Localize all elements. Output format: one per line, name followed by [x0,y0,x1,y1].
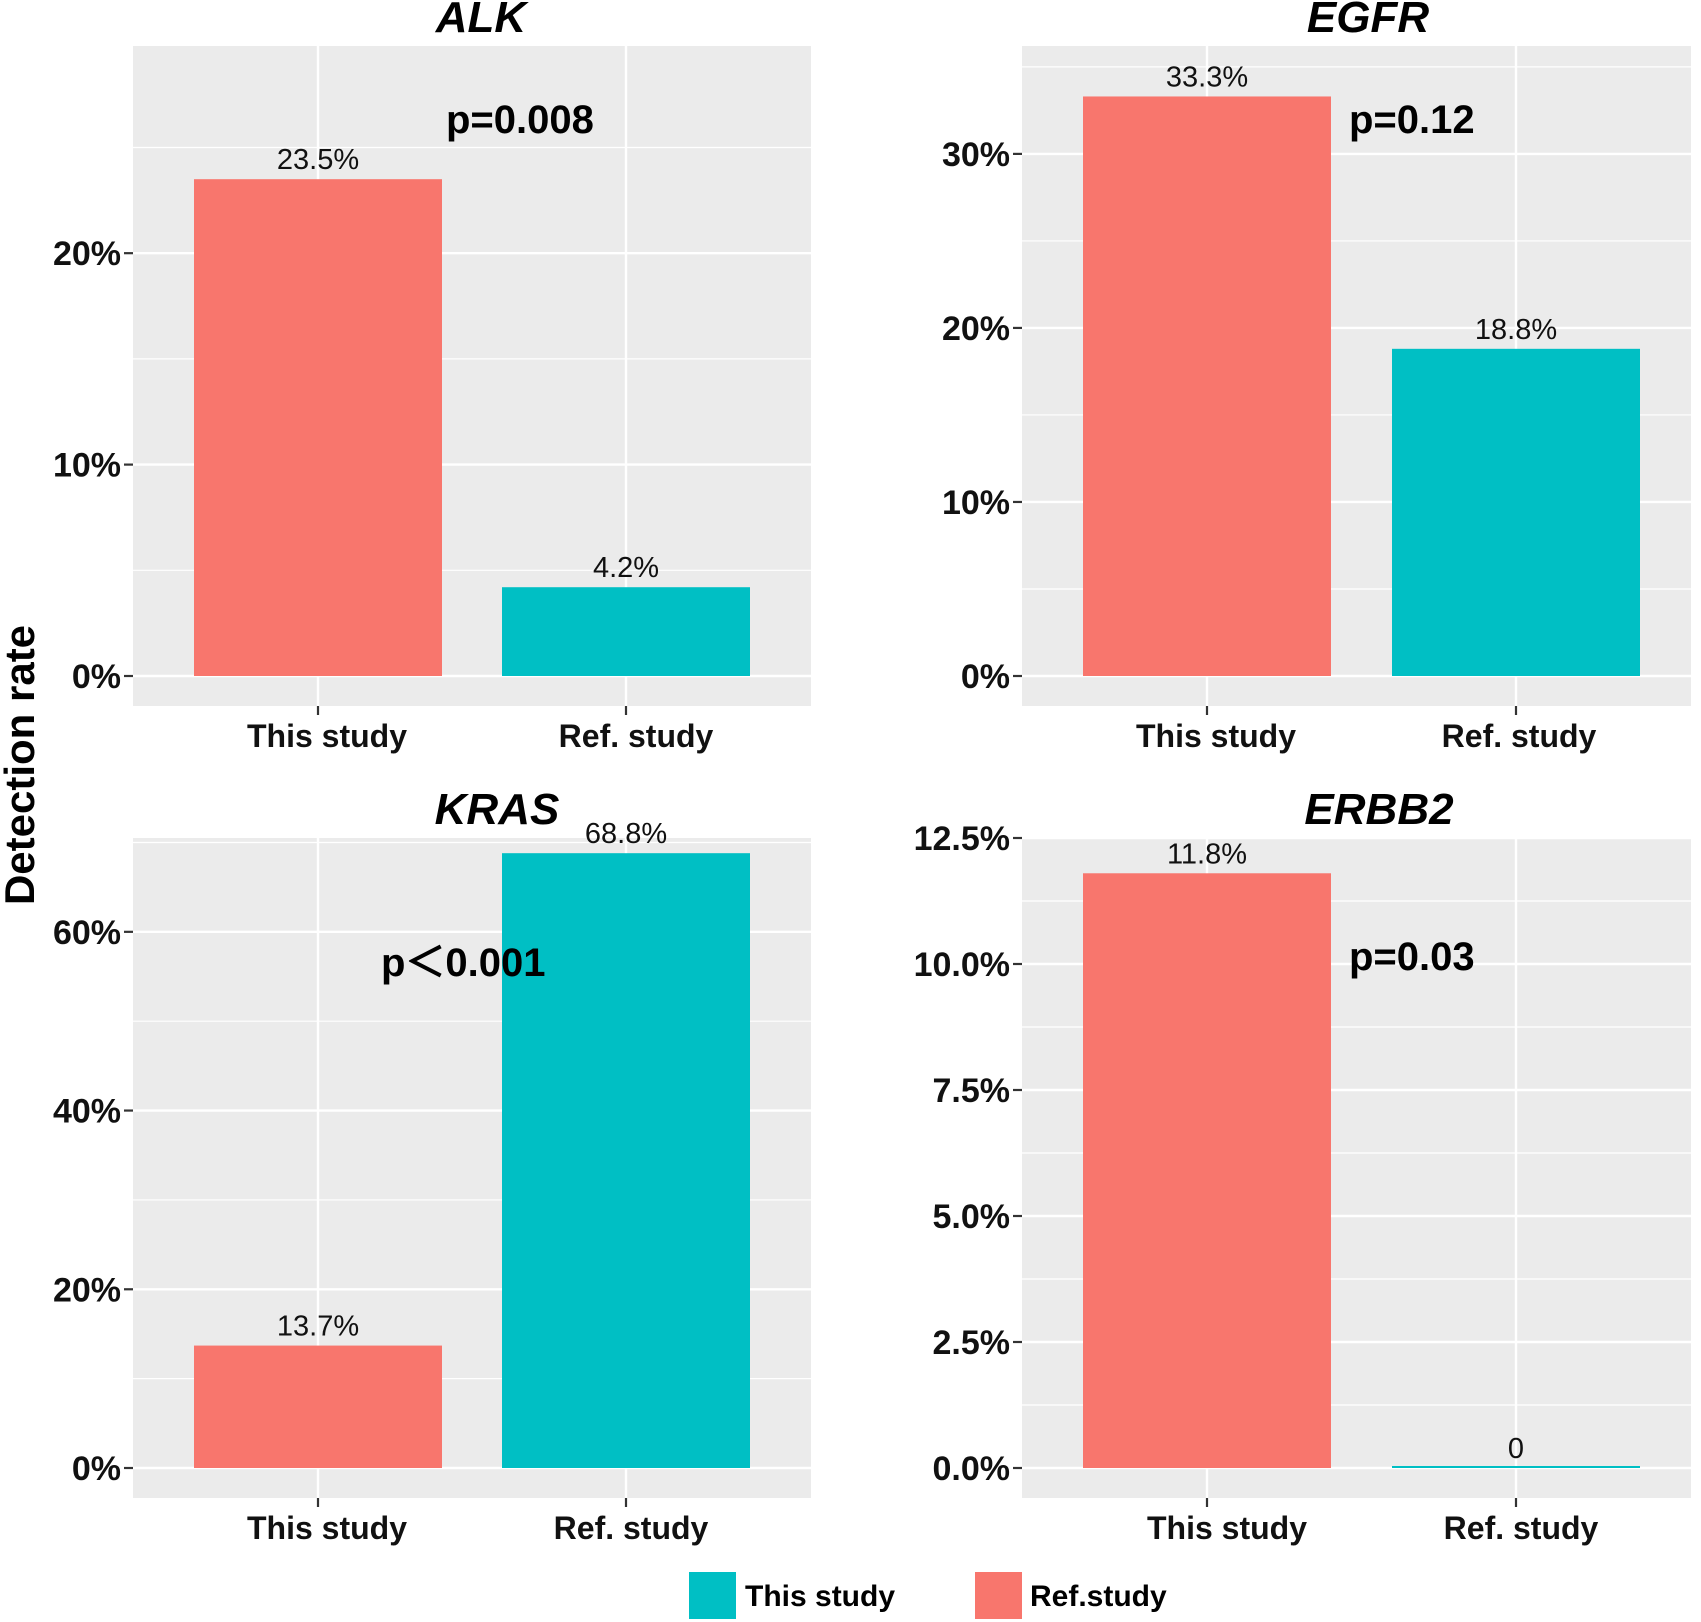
x-tick-label: Ref. study [559,718,714,754]
bar-kras-this-study [194,1345,442,1468]
value-label: 0 [1508,1433,1524,1465]
value-label: 33.3% [1166,61,1248,93]
y-tick-label: 20% [942,310,1010,348]
legend-label-ref-study: Ref.study [1030,1580,1167,1613]
y-tick-label: 30% [942,136,1010,174]
y-tick-label: 0.0% [933,1450,1011,1488]
p-value-annotation: p=0.12 [1349,98,1475,142]
panel-egfr: 33.3% 18.8% 0% 10% 20% 30% This study Ref. stud… [942,0,1691,754]
y-tick-label: 0% [72,658,121,696]
bar-alk-ref-study [502,587,750,676]
panel-title: KRAS [435,785,560,834]
y-tick-label: 40% [53,1093,121,1131]
bar-kras-ref-study [502,853,750,1468]
x-tick-label: This study [1136,718,1296,754]
y-tick-label: 7.5% [933,1072,1011,1110]
value-label: 13.7% [277,1311,359,1343]
panel-alk: 23.5% 4.2% 0% 10% 20% This study Ref. study p=0… [53,0,811,754]
bar-alk-this-study [194,179,442,676]
p-value-annotation: p=0.008 [446,98,594,142]
panel-title: EGFR [1307,0,1429,42]
y-axis-label: Detection rate [0,625,43,905]
x-tick-label: Ref. study [1442,718,1597,754]
y-tick-label: 10% [942,484,1010,522]
value-label: 23.5% [277,144,359,176]
value-label: 68.8% [585,818,667,850]
y-tick-label: 2.5% [933,1324,1011,1362]
bar-egfr-this-study [1083,96,1331,677]
x-tick-label: This study [1147,1510,1307,1546]
y-tick-label: 0% [961,658,1010,696]
x-tick-label: Ref. study [1444,1510,1599,1546]
value-label: 18.8% [1475,314,1557,346]
y-tick-label: 5.0% [933,1198,1011,1236]
panel-kras: 13.7% 68.8% 0% 20% 40% 60% This study Ref. stud… [53,785,811,1546]
bar-erbb2-ref-study [1392,1466,1640,1468]
p-value-annotation: p＜0.001 [381,941,546,985]
bar-egfr-ref-study [1392,348,1640,676]
y-tick-label: 60% [53,914,121,952]
y-tick-label: 10.0% [914,946,1010,984]
legend: This study Ref.study [689,1572,1167,1619]
y-tick-label: 10% [53,447,121,485]
value-label: 4.2% [593,552,659,584]
legend-key-ref-study [975,1572,1022,1619]
y-tick-label: 20% [53,235,121,273]
x-tick-label: This study [247,718,407,754]
legend-label-this-study: This study [745,1580,895,1613]
bar-erbb2-this-study [1083,873,1331,1468]
x-tick-label: Ref. study [554,1510,709,1546]
y-tick-label: 20% [53,1271,121,1309]
y-tick-label: 12.5% [914,820,1010,858]
p-value-annotation: p=0.03 [1349,935,1475,979]
panel-title: ERBB2 [1304,785,1454,834]
legend-key-this-study [689,1572,736,1619]
y-tick-label: 0% [72,1450,121,1488]
value-label: 11.8% [1167,838,1247,870]
x-tick-label: This study [247,1510,407,1546]
panel-erbb2: 11.8% 0 0.0% 2.5% 5.0% 7.5% 10.0% 12.5% This stu… [914,785,1691,1546]
panel-title: ALK [435,0,530,42]
